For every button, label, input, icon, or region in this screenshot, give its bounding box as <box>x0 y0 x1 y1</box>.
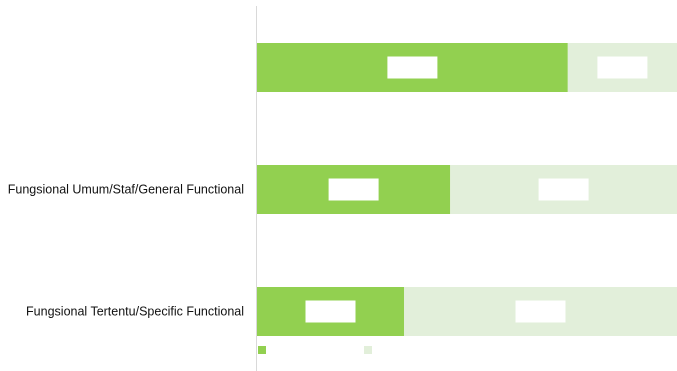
legend-swatch-1 <box>364 346 372 354</box>
data-label-box-1-0 <box>328 178 379 201</box>
data-label-box-2-1 <box>515 300 566 323</box>
data-label-box-2-0 <box>305 300 356 323</box>
bars-group <box>257 43 677 336</box>
category-label: Fungsional Umum/Staf/General Functional <box>8 183 244 197</box>
data-label-box-0-0 <box>387 56 438 79</box>
legend-swatch-0 <box>258 346 266 354</box>
category-label: Fungsional Tertentu/Specific Functional <box>26 305 244 319</box>
category-labels-group: Fungsional Umum/Staf/General Functional F… <box>8 183 244 319</box>
legend <box>258 346 372 354</box>
data-label-box-0-1 <box>597 56 648 79</box>
data-label-box-1-1 <box>538 178 589 201</box>
